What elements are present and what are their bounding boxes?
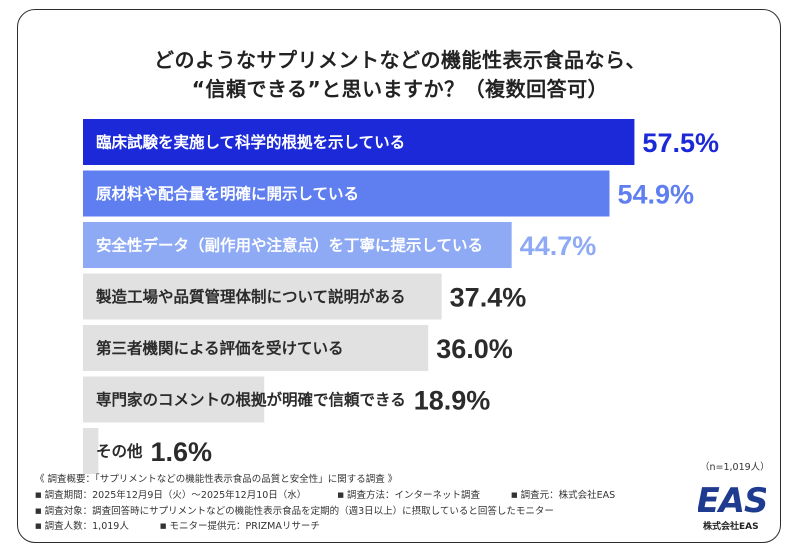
footer-provider: モニター提供元：PRIZMAリサーチ [169,521,320,533]
bar-label-4: 第三者機関による評価を受けている [96,339,344,358]
bullet-icon: ■ [35,490,42,499]
footer-target: 調査対象：調査回答時にサプリメントなどの機能性表示食品を定期的（週3日以上）に摂… [44,505,554,517]
value-label-3: 37.4% [450,283,527,313]
value-label-2: 44.7% [520,231,597,261]
footer-source: 調査元：株式会社EAS [520,489,616,501]
bar-5 [83,376,265,423]
company-name: 株式会社EAS [703,522,759,532]
bar-label-1: 原材料や配合量を明確に開示している [96,184,359,203]
bullet-icon: ■ [159,522,167,531]
bar-6 [83,428,99,474]
footer-overview: 《 調査概要：「サプリメントなどの機能性表示食品の品質と安全性」に関する調査 》 [35,474,398,485]
value-label-6: 1.6% [151,437,213,467]
bullet-icon: ■ [511,490,518,499]
footer-count: 調査人数：1,019人 [44,521,129,533]
logo-text: EAS [698,481,766,519]
bar-4 [83,325,429,371]
value-label-1: 54.9% [617,180,694,210]
chart-title: どのようなサプリメントなどの機能性表示食品なら、 “信頼できる”と思いますか？（… [0,46,800,104]
footer-period: 調査期間：2025年12月9日（火）～2025年12月10日（水） [44,489,307,501]
bar-label-3: 製造工場や品質管理体制について説明がある [95,287,406,306]
bullet-icon: ■ [35,522,42,531]
value-label-5: 18.9% [414,386,491,416]
bar-1 [83,170,610,217]
bar-label-2: 安全性データ（副作用や注意点）を丁寧に提示している [96,236,483,255]
title-line-2: “信頼できる”と思いますか？（複数回答可） [191,77,609,101]
bar-0 [83,119,635,165]
title-line-1: どのようなサプリメントなどの機能性表示食品なら、 [154,48,646,72]
bar-label-0: 臨床試験を実施して科学的根拠を示している [96,133,405,152]
footer-method: 調査方法：インターネット調査 [346,489,480,501]
survey-footer: 《 調査概要：「サプリメントなどの機能性表示食品の品質と安全性」に関する調査 》… [35,472,615,535]
bar-label-6: その他 [96,442,143,461]
bar-2 [83,222,512,268]
sample-size: （n=1,019人） [700,462,770,473]
eas-logo: EAS [698,481,766,519]
bar-label-5: 専門家のコメントの根拠が明確で信頼できる [96,390,406,409]
bullet-icon: ■ [337,490,344,499]
bar-3 [83,273,442,320]
value-label-0: 57.5% [642,128,719,158]
bullet-icon: ■ [35,506,42,515]
value-label-4: 36.0% [436,334,513,364]
